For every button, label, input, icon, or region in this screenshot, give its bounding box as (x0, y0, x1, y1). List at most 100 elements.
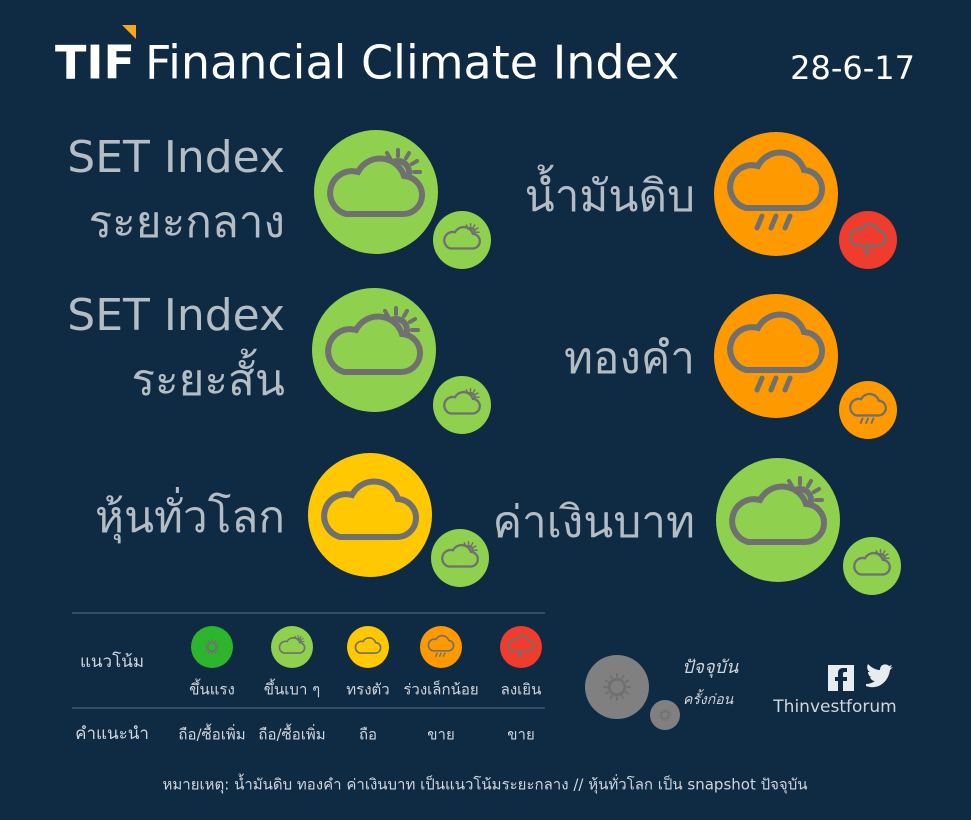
sun-ray (661, 709, 664, 712)
rain (768, 213, 779, 231)
legend-label: ร่วงเล็กน้อย (403, 680, 478, 699)
bolt (863, 245, 871, 257)
legend-label: ทรงตัว (346, 681, 389, 699)
sun-ray (205, 649, 208, 652)
rain (435, 652, 438, 658)
cloud (507, 634, 535, 652)
footnote: หมายเหตุ: น้ำมันดิบ ทองคำ ค่าเงินบาท เป็… (163, 774, 808, 795)
cloud (729, 483, 828, 546)
legend-swatch (191, 626, 233, 668)
rain (859, 417, 864, 425)
weather-icon (443, 222, 481, 250)
sun-ray (604, 679, 610, 683)
item-label: SET Index (67, 290, 285, 341)
item-label: ระยะสั้น (131, 348, 285, 406)
sun (660, 710, 670, 720)
weather-icon (327, 148, 426, 218)
cloud (727, 149, 826, 212)
weather-icon (729, 476, 828, 546)
key-previous (650, 700, 680, 730)
sun-ray (299, 635, 302, 639)
weather-icon (849, 222, 887, 257)
cloud (354, 637, 382, 654)
logo-mark (122, 25, 136, 39)
cloud (443, 225, 481, 250)
cloud (849, 392, 887, 417)
item-label: ทองคำ (564, 333, 695, 384)
weather-icon (658, 708, 672, 722)
cloud (849, 222, 887, 247)
sun-ray (402, 308, 409, 319)
trend-heading: แนวโน้ม (80, 651, 144, 672)
sun-ray (624, 691, 630, 695)
sun-ray (207, 640, 210, 643)
weather-icon (507, 634, 535, 659)
sun-ray (609, 674, 613, 680)
sun-ray (885, 553, 889, 556)
legend-label: ขึ้นเบา ๆ (264, 679, 320, 699)
weather-icon (204, 639, 220, 655)
item-label: น้ำมันดิบ (525, 164, 695, 222)
weather-icon (427, 634, 455, 658)
weather-icon (849, 392, 887, 425)
sun-ray (475, 227, 479, 230)
bolt (517, 650, 523, 659)
weather-icon (727, 311, 826, 393)
cloud (325, 313, 424, 376)
cloud (727, 311, 826, 374)
weather-icon (602, 672, 632, 702)
legend-advice: ขาย (427, 726, 454, 744)
brand: Thinvestforum (772, 697, 896, 717)
item-label: ระยะกลาง (89, 197, 285, 248)
rain (768, 375, 779, 393)
sun-ray (668, 711, 671, 714)
logo: TIF (55, 36, 135, 90)
legend-advice: ถือ (359, 726, 377, 744)
rain (442, 652, 446, 658)
sun-ray (216, 649, 219, 652)
sun-ray (666, 709, 669, 712)
weather-icon (321, 478, 420, 541)
legend-label: ลงเยิน (501, 681, 542, 699)
sun-ray (806, 478, 813, 489)
cloud (441, 543, 479, 568)
sun-ray (882, 550, 886, 554)
legend-advice: ขาย (507, 726, 534, 744)
cloud (427, 634, 455, 652)
sun-ray (409, 159, 420, 166)
sun-ray (214, 651, 217, 654)
legend-advice: ถือ/ซื้อเพิ่ม (178, 724, 245, 744)
weather-icon (853, 548, 891, 576)
sun-ray (659, 711, 662, 714)
key-current (585, 655, 649, 719)
cloud (327, 155, 426, 218)
rain (438, 652, 442, 658)
sun-ray (666, 718, 669, 721)
sun-ray (214, 640, 217, 643)
key-current-label: ปัจจุบัน (682, 657, 739, 678)
title: Financial Climate Index (145, 36, 679, 90)
cloud (443, 390, 481, 415)
sun-ray (407, 317, 418, 324)
sun-ray (811, 487, 822, 494)
sun-ray (216, 642, 219, 645)
sun-ray (624, 679, 630, 683)
rain (754, 213, 765, 231)
legend-advice: ถือ/ซื้อเพิ่ม (258, 724, 325, 744)
weather-icon (278, 634, 306, 654)
sun-ray (472, 224, 476, 228)
sun-ray (621, 674, 625, 680)
weather-icon (727, 149, 826, 231)
sun-ray (301, 637, 304, 640)
weather-icon (443, 387, 481, 415)
weather-icon (441, 540, 479, 568)
rain (754, 375, 765, 393)
weather-icon (325, 306, 424, 376)
sun-ray (470, 542, 474, 546)
sun-ray (404, 150, 411, 161)
rain (782, 213, 793, 231)
rain (782, 375, 793, 393)
sun (206, 641, 218, 653)
rain (870, 417, 875, 425)
